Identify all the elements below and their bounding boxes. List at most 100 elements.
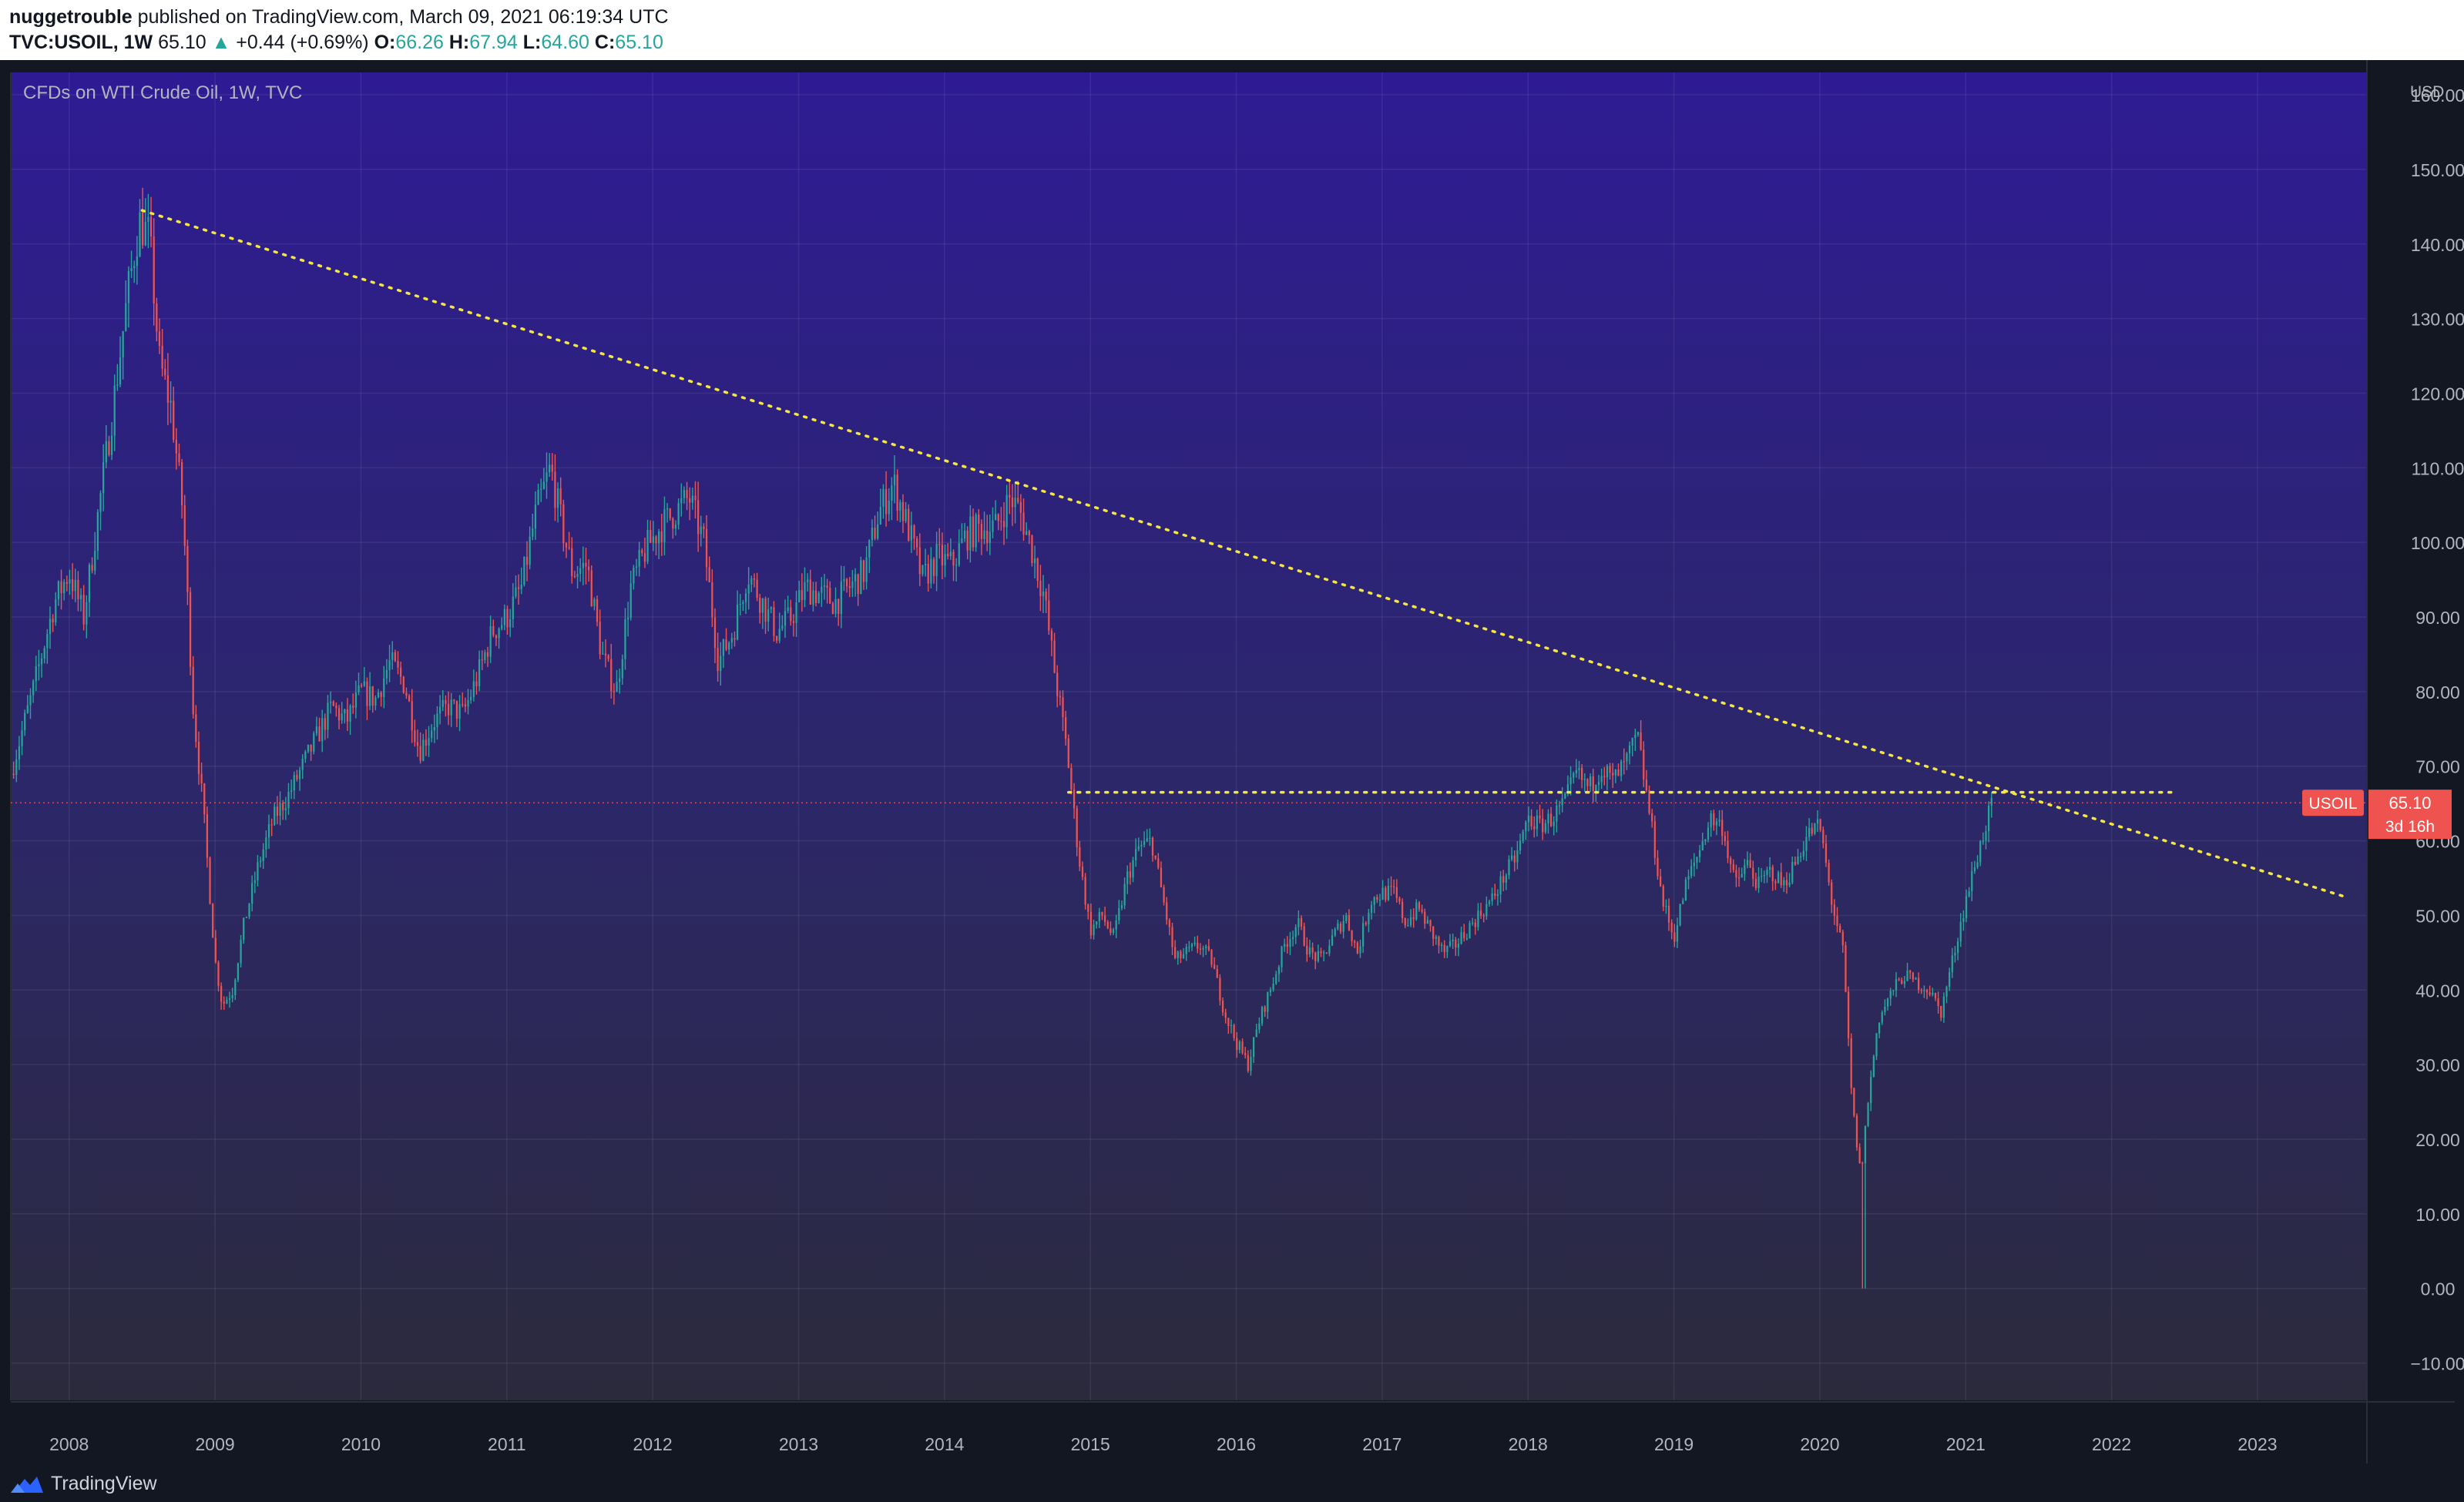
candle-up[interactable]	[700, 526, 702, 535]
candle-down[interactable]	[1395, 887, 1398, 898]
candle-down[interactable]	[1157, 858, 1160, 868]
candle-up[interactable]	[540, 488, 542, 490]
candle-down[interactable]	[857, 574, 859, 595]
candle-up[interactable]	[1370, 904, 1373, 913]
candle-up[interactable]	[1628, 746, 1631, 754]
candle-up[interactable]	[1440, 944, 1443, 946]
candle-down[interactable]	[60, 581, 62, 594]
candle-down[interactable]	[686, 490, 688, 498]
candle-down[interactable]	[831, 603, 834, 614]
candle-up[interactable]	[391, 652, 394, 660]
candle-down[interactable]	[324, 718, 326, 730]
candle-up[interactable]	[1578, 767, 1580, 770]
candle-up[interactable]	[315, 726, 318, 734]
candle-up[interactable]	[795, 602, 797, 623]
candle-up[interactable]	[944, 554, 946, 566]
candle-up[interactable]	[1614, 769, 1616, 776]
candle-up[interactable]	[1763, 874, 1765, 877]
candle-up[interactable]	[1146, 838, 1148, 842]
candle-down[interactable]	[980, 523, 983, 539]
candle-up[interactable]	[127, 270, 130, 303]
candle-up[interactable]	[251, 883, 253, 904]
candle-up[interactable]	[1294, 927, 1297, 937]
candle-up[interactable]	[1381, 887, 1384, 900]
candle-down[interactable]	[161, 346, 163, 369]
candle-down[interactable]	[1109, 928, 1112, 934]
candle-up[interactable]	[1945, 987, 1948, 997]
candle-down[interactable]	[1166, 902, 1168, 920]
candle-down[interactable]	[713, 617, 717, 649]
candle-down[interactable]	[1418, 902, 1421, 910]
candle-up[interactable]	[893, 474, 896, 486]
candle-down[interactable]	[775, 635, 778, 641]
candle-up[interactable]	[1575, 769, 1577, 773]
candle-down[interactable]	[952, 552, 955, 566]
candle-up[interactable]	[1971, 870, 1973, 892]
candle-up[interactable]	[658, 531, 660, 544]
candle-down[interactable]	[1031, 535, 1033, 564]
candle-up[interactable]	[1446, 946, 1449, 953]
chart-frame[interactable]: 160.00 150.00 140.00 130.00 120.00 110.00 100.…	[0, 60, 2464, 1463]
candle-down[interactable]	[1724, 836, 1726, 842]
candle-up[interactable]	[992, 520, 994, 532]
candle-up[interactable]	[888, 500, 890, 515]
candle-up[interactable]	[910, 525, 912, 541]
candle-down[interactable]	[453, 699, 455, 701]
candle-down[interactable]	[108, 441, 110, 455]
candle-up[interactable]	[1816, 819, 1819, 824]
candle-up[interactable]	[683, 490, 686, 498]
candle-up[interactable]	[1553, 821, 1555, 826]
candle-down[interactable]	[1455, 939, 1457, 948]
candle-up[interactable]	[1718, 820, 1720, 822]
candle-down[interactable]	[1937, 998, 1939, 1007]
candle-down[interactable]	[1839, 926, 1841, 933]
candle-up[interactable]	[383, 678, 385, 697]
candle-down[interactable]	[1424, 911, 1426, 924]
candle-up[interactable]	[739, 603, 741, 605]
candle-up[interactable]	[633, 567, 635, 584]
candle-up[interactable]	[1878, 1022, 1881, 1034]
candle-down[interactable]	[212, 904, 214, 938]
candle-up[interactable]	[1791, 862, 1794, 883]
candle-down[interactable]	[874, 528, 876, 539]
candle-up[interactable]	[301, 758, 304, 770]
candle-down[interactable]	[1073, 790, 1076, 809]
candle-up[interactable]	[428, 738, 430, 746]
candle-up[interactable]	[602, 653, 604, 655]
candle-down[interactable]	[1219, 977, 1221, 1001]
candle-down[interactable]	[183, 505, 186, 546]
candle-up[interactable]	[1465, 938, 1468, 940]
candle-up[interactable]	[784, 611, 787, 626]
candle-down[interactable]	[1831, 882, 1833, 905]
candle-up[interactable]	[298, 769, 301, 779]
candle-down[interactable]	[1244, 1053, 1247, 1055]
candle-down[interactable]	[1432, 926, 1435, 939]
candle-up[interactable]	[961, 538, 963, 544]
candle-up[interactable]	[1949, 972, 1951, 987]
candle-down[interactable]	[1662, 886, 1664, 907]
candle-down[interactable]	[927, 564, 929, 584]
candle-up[interactable]	[520, 585, 522, 589]
candle-up[interactable]	[1275, 974, 1277, 984]
candle-up[interactable]	[46, 634, 49, 649]
candle-up[interactable]	[1277, 967, 1281, 974]
candle-up[interactable]	[1525, 822, 1527, 832]
candle-down[interactable]	[599, 622, 601, 655]
candle-up[interactable]	[930, 558, 932, 584]
candle-up[interactable]	[1959, 921, 1962, 942]
candle-down[interactable]	[1657, 857, 1659, 877]
candle-up[interactable]	[840, 581, 842, 614]
candle-up[interactable]	[767, 609, 770, 622]
candle-down[interactable]	[464, 704, 467, 707]
candle-down[interactable]	[1463, 932, 1465, 939]
candle-down[interactable]	[1017, 498, 1019, 502]
candle-up[interactable]	[1005, 495, 1008, 528]
candle-up[interactable]	[787, 607, 789, 612]
candle-up[interactable]	[556, 488, 559, 508]
candle-up[interactable]	[1951, 955, 1953, 973]
candle-up[interactable]	[69, 579, 71, 584]
candle-down[interactable]	[1081, 867, 1084, 877]
candle-up[interactable]	[680, 498, 683, 504]
candle-up[interactable]	[279, 803, 281, 816]
candle-up[interactable]	[509, 619, 512, 628]
